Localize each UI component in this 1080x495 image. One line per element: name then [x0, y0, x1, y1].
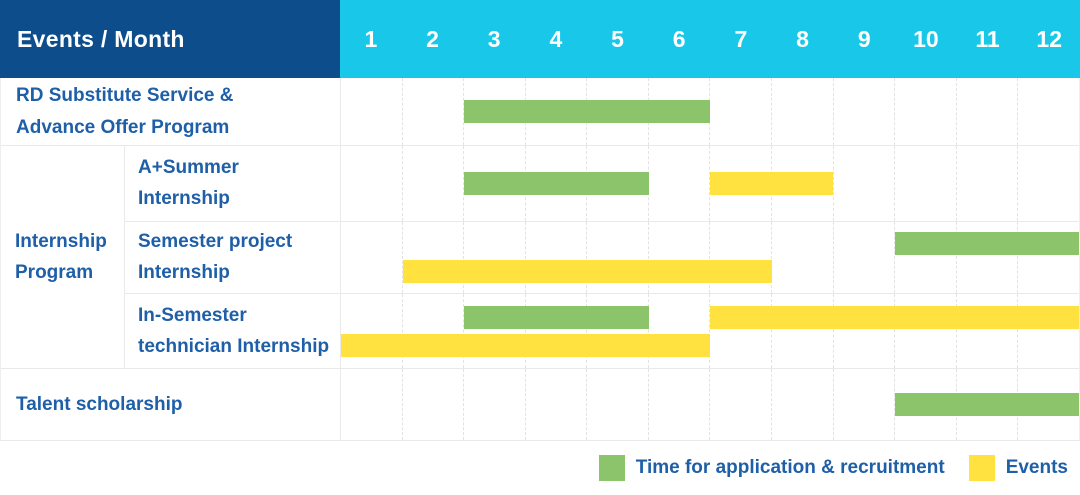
- bar-grid-talent-scholarship: [341, 369, 1079, 440]
- month-label-11: 11: [975, 25, 1000, 52]
- month-gridlines: [341, 221, 1079, 294]
- month-label-1: 1: [364, 25, 378, 52]
- month-header-row: 1 2 3 4 5 6 7 8 9 10 11 12: [340, 0, 1080, 78]
- bar-lane: [341, 100, 1079, 123]
- row-a-summer-internship: A+Summer Internship: [125, 146, 1079, 221]
- row-semester-project-internship: Semester project Internship: [125, 220, 1079, 294]
- month-label-2: 2: [426, 25, 439, 52]
- application-period-bar: [464, 100, 710, 123]
- green-swatch-icon: [598, 455, 625, 481]
- legend-item-application-recruitment: Time for application & recruitment: [598, 455, 945, 481]
- events-month-header: Events / Month: [0, 0, 340, 78]
- bar-lane: [341, 305, 1079, 329]
- internship-subrows: A+Summer Internship Semester project Int…: [125, 146, 1079, 368]
- legend-item-events: Events: [968, 455, 1068, 481]
- row-label-talent-scholarship: Talent scholarship: [1, 369, 341, 440]
- yellow-swatch-icon: [968, 455, 995, 481]
- month-label-12: 12: [1036, 25, 1063, 52]
- row-rd-substitute-service: RD Substitute Service & Advance Offer Pr…: [1, 78, 1079, 145]
- bar-grid-semester-project-internship: [341, 221, 1079, 294]
- group-internship-program: Internship Program A+Summer Internship S…: [1, 145, 1079, 368]
- event-period-bar: [341, 333, 710, 357]
- legend: Time for application & recruitment Event…: [0, 441, 1080, 495]
- month-label-8: 8: [796, 25, 809, 52]
- month-label-3: 3: [487, 25, 501, 52]
- row-talent-scholarship: Talent scholarship: [1, 368, 1079, 440]
- gantt-chart: Events / Month 1 2 3 4 5 6 7 8 9 10 11 12 RD Substi…: [0, 0, 1080, 441]
- bar-lane: [341, 393, 1079, 416]
- row-label-in-semester-technician-internship: In-Semester technician Internship: [125, 294, 341, 368]
- bar-grid-in-semester-technician-internship: [341, 294, 1079, 368]
- month-label-7: 7: [734, 25, 748, 52]
- event-period-bar: [710, 171, 833, 195]
- month-gridlines: [341, 294, 1079, 368]
- legend-label-events: Events: [1005, 457, 1068, 478]
- bar-lane: [341, 333, 1079, 357]
- bar-grid-a-summer-internship: [341, 146, 1079, 221]
- row-label-semester-project-internship: Semester project Internship: [125, 221, 341, 294]
- month-label-5: 5: [611, 25, 624, 52]
- bar-lane: [341, 259, 1079, 283]
- event-period-bar: [402, 259, 772, 283]
- table-body: RD Substitute Service & Advance Offer Pr…: [0, 78, 1080, 441]
- table-header: Events / Month 1 2 3 4 5 6 7 8 9 10 11 12: [0, 0, 1080, 78]
- row-label-a-summer-internship: A+Summer Internship: [125, 146, 341, 221]
- group-label-internship-program: Internship Program: [1, 146, 125, 368]
- month-label-6: 6: [672, 25, 686, 52]
- application-period-bar: [894, 393, 1079, 416]
- application-period-bar: [464, 171, 649, 195]
- bar-lane: [341, 171, 1079, 195]
- application-period-bar: [464, 305, 649, 329]
- event-period-bar: [710, 305, 1079, 329]
- month-label-4: 4: [549, 25, 563, 52]
- bar-grid-rd-substitute-service: [341, 78, 1079, 145]
- row-label-rd-substitute-service: RD Substitute Service & Advance Offer Pr…: [1, 78, 341, 145]
- row-in-semester-technician-internship: In-Semester technician Internship: [125, 293, 1079, 368]
- bar-lane: [341, 231, 1079, 255]
- month-label-9: 9: [857, 25, 871, 52]
- application-period-bar: [894, 231, 1079, 255]
- legend-label-application-recruitment: Time for application & recruitment: [635, 457, 945, 478]
- month-label-10: 10: [913, 25, 939, 52]
